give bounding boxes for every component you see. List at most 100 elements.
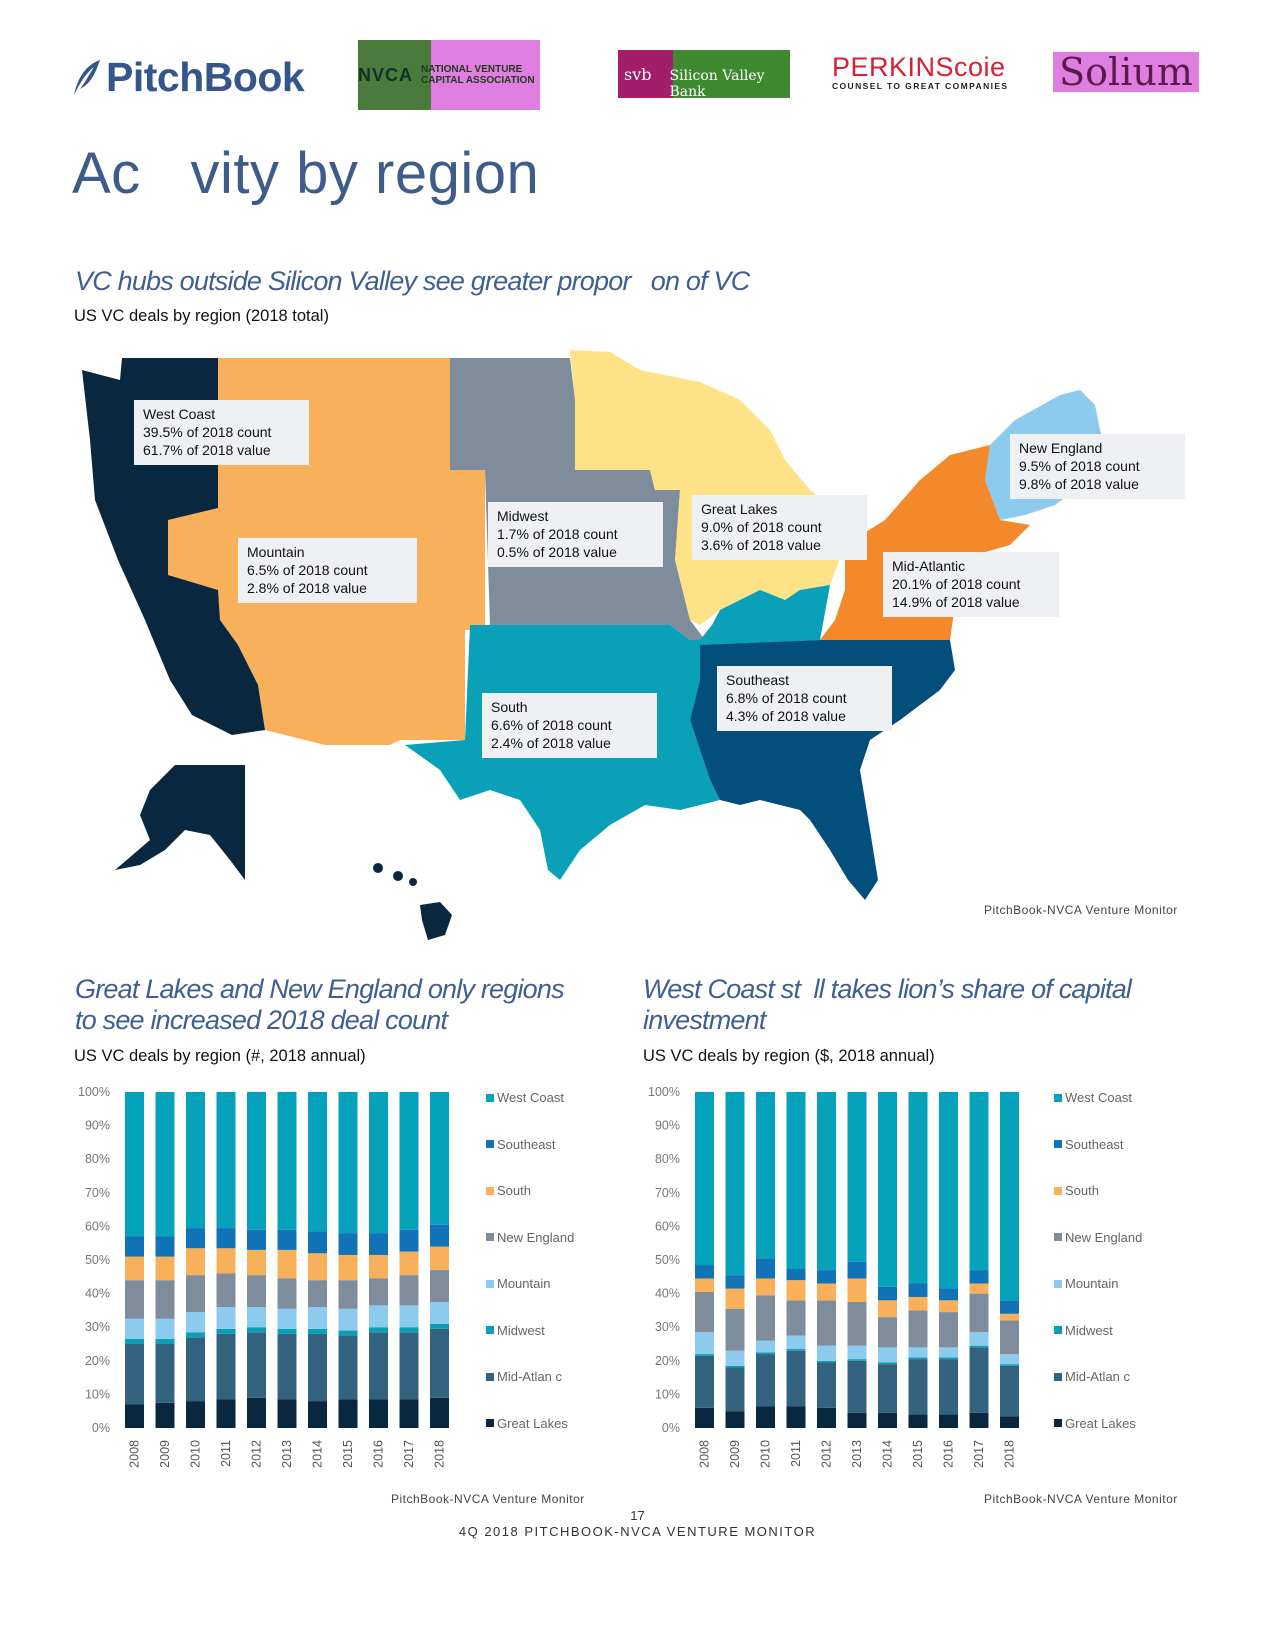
callout-south: South 6.6% of 2018 count 2.4% of 2018 va…: [482, 693, 657, 758]
bar-segment-mid-atlan-c: [908, 1359, 928, 1415]
bar-segment-midwest: [908, 1357, 928, 1360]
bar-segment-great-lakes: [338, 1399, 358, 1428]
bar-segment-west-coast: [338, 1092, 358, 1234]
bar-segment-west-coast: [155, 1092, 175, 1237]
callout-mountain: Mountain 6.5% of 2018 count 2.8% of 2018…: [238, 538, 417, 603]
right-chart-subtitle: US VC deals by region ($, 2018 annual): [643, 1047, 935, 1065]
y-tick-label: 70%: [655, 1186, 680, 1200]
callout-count: 9.0% of 2018 count: [701, 519, 822, 535]
nvca-logo-text: National Venture Capital Association: [421, 64, 535, 86]
bar-segment-mountain: [155, 1318, 175, 1339]
bar-segment-midwest: [786, 1349, 806, 1351]
x-tick-label: 2018: [1003, 1440, 1017, 1468]
bar-segment-mid-atlan-c: [369, 1332, 388, 1400]
callout-mid-atlantic: Mid-Atlantic 20.1% of 2018 count 14.9% o…: [883, 552, 1059, 617]
x-tick-label: 2011: [789, 1440, 803, 1467]
bar-segment-great-lakes: [969, 1412, 989, 1428]
callout-region-name: Midwest: [497, 508, 549, 524]
bar-segment-great-lakes: [369, 1399, 388, 1428]
bar-segment-new-england: [430, 1270, 449, 1302]
callout-count: 6.5% of 2018 count: [247, 562, 368, 578]
x-tick-label: 2013: [280, 1440, 294, 1468]
bar-segment-mid-atlan-c: [308, 1333, 327, 1402]
callout-count: 6.6% of 2018 count: [491, 717, 612, 733]
bar-segment-new-england: [277, 1278, 297, 1309]
bar-segment-new-england: [725, 1308, 745, 1351]
bar-segment-new-england: [908, 1310, 928, 1348]
bar-segment-new-england: [1000, 1320, 1019, 1355]
bar-segment-great-lakes: [247, 1397, 266, 1428]
y-tick-label: 10%: [655, 1387, 680, 1401]
region-alaska: [115, 765, 245, 880]
x-tick-label: 2010: [189, 1440, 203, 1468]
bar-segment-new-england: [399, 1275, 419, 1306]
bar-segment-great-lakes: [186, 1401, 205, 1428]
y-tick-label: 100%: [648, 1085, 680, 1099]
bar-segment-southeast: [786, 1268, 806, 1281]
bar-segment-midwest: [847, 1359, 867, 1361]
legend-item: Midwest: [1054, 1323, 1113, 1338]
bar-segment-new-england: [216, 1273, 236, 1308]
callout-region-name: Southeast: [726, 672, 790, 688]
legend-label: South: [497, 1183, 531, 1198]
bar-segment-great-lakes: [695, 1407, 714, 1428]
bar-segment-west-coast: [695, 1092, 714, 1266]
bar-segment-south: [969, 1283, 989, 1294]
bar-segment-midwest: [817, 1360, 836, 1363]
bar-segment-mountain: [725, 1350, 745, 1366]
bar-segment-great-lakes: [216, 1399, 236, 1428]
bar-segment-mid-atlan-c: [430, 1328, 449, 1398]
callout-value: 2.8% of 2018 value: [247, 580, 367, 596]
bar-segment-new-england: [247, 1275, 266, 1308]
bar-segment-southeast: [847, 1261, 867, 1279]
bar-segment-midwest: [756, 1352, 775, 1355]
bar-segment-midwest: [1000, 1364, 1019, 1366]
bar-segment-south: [756, 1278, 775, 1296]
x-tick-label: 2018: [433, 1440, 447, 1468]
bar-segment-southeast: [939, 1288, 958, 1301]
bar-segment-southeast: [399, 1229, 419, 1252]
bar-segment-midwest: [216, 1328, 236, 1334]
y-tick-label: 30%: [85, 1320, 110, 1334]
bar-segment-west-coast: [725, 1092, 745, 1276]
legend-label: South: [1065, 1183, 1099, 1198]
bar-segment-new-england: [369, 1278, 388, 1306]
x-tick-label: 2008: [128, 1440, 142, 1468]
bar-segment-new-england: [969, 1293, 989, 1333]
bar-segment-west-coast: [399, 1092, 419, 1230]
bar-segment-new-england: [695, 1291, 714, 1333]
legend-swatch: [1054, 1279, 1062, 1288]
legend-item: South: [1054, 1183, 1099, 1198]
bar-segment-southeast: [969, 1270, 989, 1284]
legend-label: Midwest: [497, 1322, 545, 1338]
bar-segment-mountain: [125, 1318, 144, 1339]
bar-segment-west-coast: [430, 1092, 449, 1225]
bar-segment-midwest: [125, 1338, 144, 1344]
bar-segment-south: [847, 1278, 867, 1302]
bar-segment-great-lakes: [277, 1399, 297, 1428]
legend-label: Mid-Atlan c: [497, 1369, 563, 1384]
bar-segment-midwest: [308, 1328, 327, 1334]
bar-segment-mid-atlan-c: [756, 1354, 775, 1407]
bar-segment-west-coast: [308, 1092, 327, 1232]
callout-great-lakes: Great Lakes 9.0% of 2018 count 3.6% of 2…: [692, 495, 867, 560]
bar-segment-mountain: [430, 1302, 449, 1324]
x-tick-label: 2016: [372, 1440, 386, 1468]
x-tick-label: 2014: [311, 1440, 325, 1468]
right-chart-legend: West Coast Southeast South New England Mount…: [1054, 1090, 1184, 1450]
bar-segment-mid-atlan-c: [338, 1335, 358, 1400]
legend-label: Great Lakes: [1065, 1415, 1136, 1431]
bar-segment-great-lakes: [1000, 1416, 1019, 1428]
bar-segment-new-england: [308, 1280, 327, 1308]
x-tick-label: 2012: [250, 1440, 264, 1468]
x-tick-label: 2014: [881, 1440, 895, 1468]
bar-segment-southeast: [430, 1224, 449, 1247]
y-tick-label: 60%: [655, 1219, 680, 1233]
legend-label: West Coast: [1065, 1090, 1132, 1105]
bar-segment-great-lakes: [847, 1412, 867, 1428]
callout-value: 3.6% of 2018 value: [701, 537, 821, 553]
bar-segment-southeast: [908, 1283, 928, 1297]
bar-segment-south: [725, 1288, 745, 1309]
bar-segment-great-lakes: [725, 1411, 745, 1428]
bar-segment-mid-atlan-c: [725, 1367, 745, 1412]
